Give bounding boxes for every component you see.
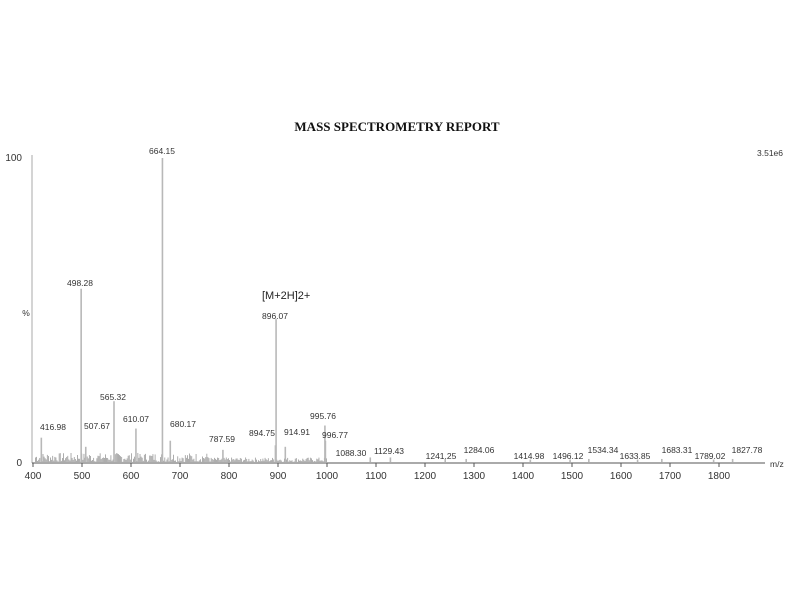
x-tick-label: 1800	[708, 471, 731, 482]
x-tick-label: 900	[270, 471, 287, 482]
peak-label: 1414.98	[514, 451, 545, 461]
peak-label: 498.28	[67, 278, 93, 288]
peak-label: 1284.06	[464, 445, 495, 455]
x-tick-label: 1000	[316, 471, 339, 482]
peak-label: 1496.12	[553, 451, 584, 461]
peak-label: 610.07	[123, 414, 149, 424]
x-tick-label: 400	[25, 471, 42, 482]
x-tick-label: 1400	[512, 471, 535, 482]
y-tick-0: 0	[16, 458, 22, 469]
peak-label: 1827.78	[732, 445, 763, 455]
peak-label: 507.67	[84, 421, 110, 431]
x-tick-label: 1100	[365, 471, 387, 482]
peak-label: 1241.25	[426, 451, 457, 461]
y-tick-100: 100	[5, 153, 22, 164]
peak-label: 896.07	[262, 311, 288, 321]
x-tick-label: 1500	[561, 471, 584, 482]
chart-title: MASS SPECTROMETRY REPORT	[294, 119, 500, 134]
y-axis-label: %	[22, 308, 30, 318]
x-tick-label: 500	[74, 471, 91, 482]
x-tick-label: 600	[123, 471, 140, 482]
x-tick-label: 800	[221, 471, 238, 482]
peak-label: 1534.34	[588, 445, 619, 455]
peak-label: 894.75	[249, 428, 275, 438]
peak-label: 787.59	[209, 434, 235, 444]
peak-label: 680.17	[170, 419, 196, 429]
peak-label: 664.15	[149, 146, 175, 156]
peak-label: 914.91	[284, 427, 310, 437]
peak-label: 1129.43	[374, 446, 404, 456]
peak-annotation: [M+2H]2+	[262, 290, 310, 302]
x-axis-label: m/z	[770, 459, 784, 469]
peak-label: 1088.30	[336, 448, 367, 458]
x-tick-label: 1600	[610, 471, 633, 482]
x-tick-label: 1700	[659, 471, 682, 482]
scale-label: 3.51e6	[757, 148, 783, 158]
peak-label: 565.32	[100, 392, 126, 402]
peak-label: 1633.85	[620, 451, 651, 461]
x-tick-label: 1300	[463, 471, 486, 482]
peak-label: 995.76	[310, 411, 336, 421]
peak-label: 416.98	[40, 422, 66, 432]
peak-label: 1683.31	[662, 445, 693, 455]
x-tick-label: 700	[172, 471, 189, 482]
peak-label: 996.77	[322, 430, 348, 440]
peak-label: 1789.02	[695, 451, 726, 461]
x-tick-label: 1200	[414, 471, 437, 482]
